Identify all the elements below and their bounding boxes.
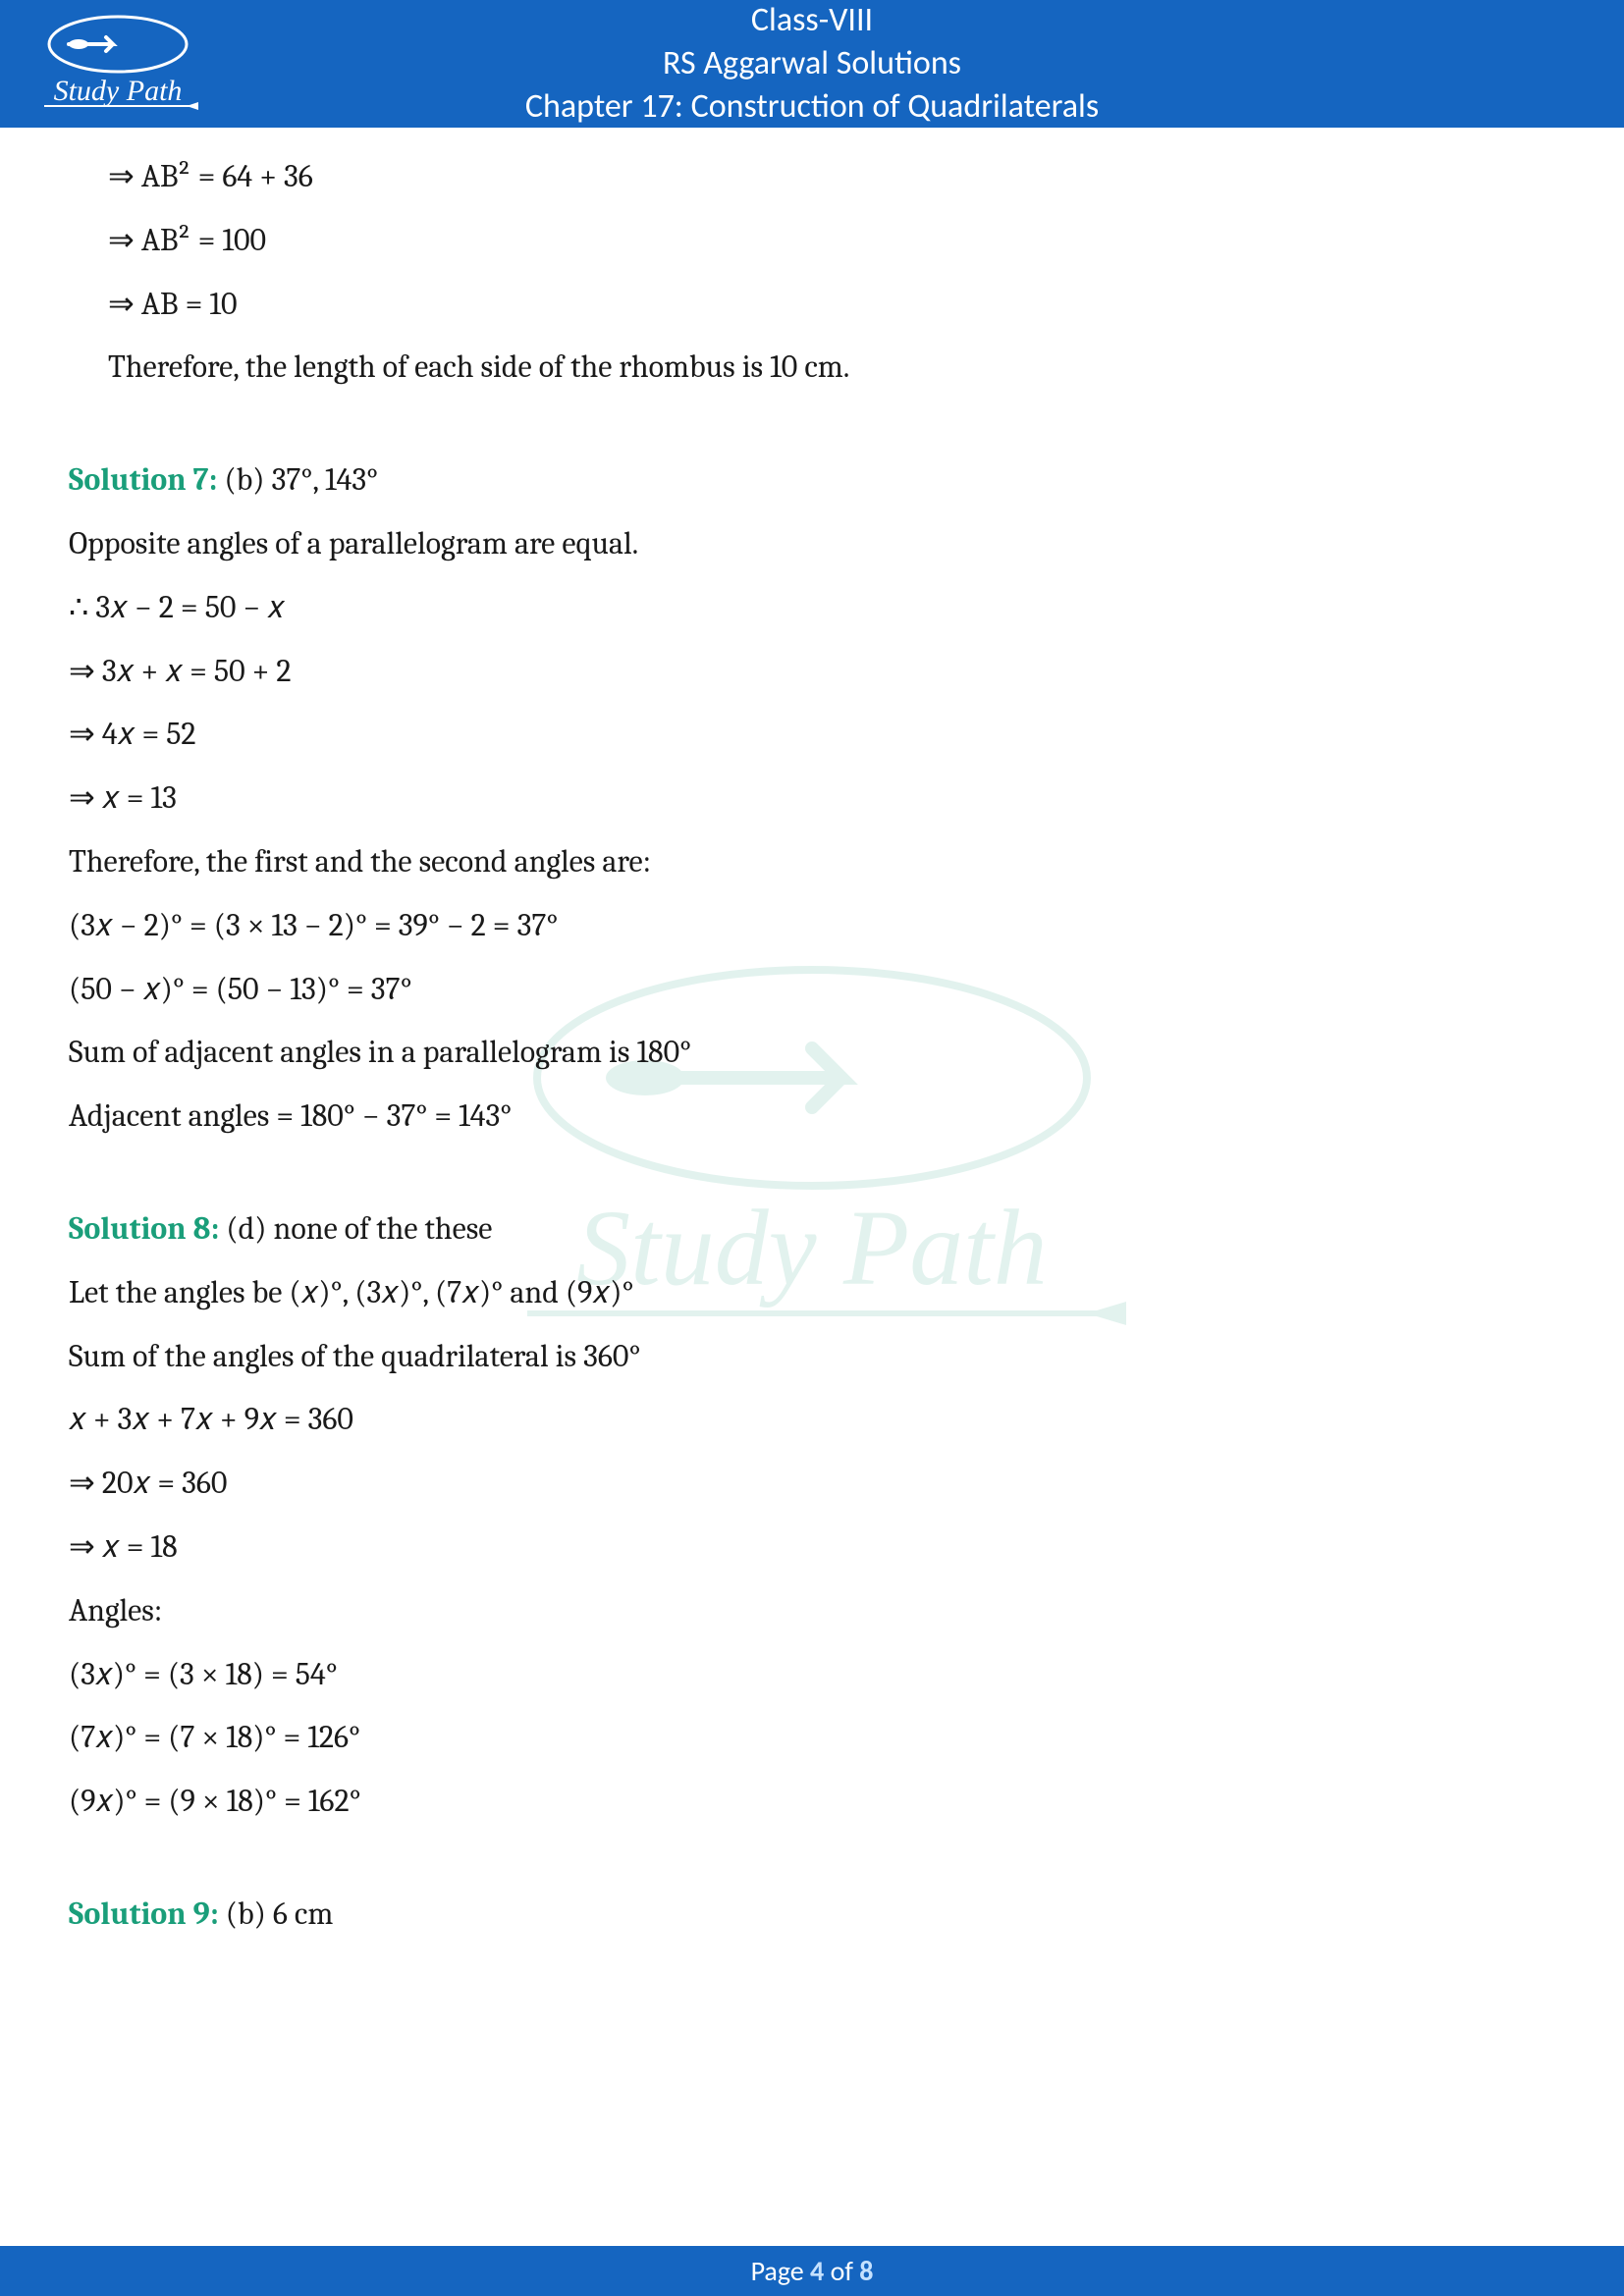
- math-line: (3𝑥 − 2)° = (3 × 13 − 2)° = 39° − 2 = 37…: [69, 896, 1555, 956]
- math-line: ⇒ 𝑥 = 18: [69, 1518, 1555, 1577]
- math-line: Adjacent angles = 180° − 37° = 143°: [69, 1087, 1555, 1147]
- page-total: 8: [859, 2254, 873, 2288]
- math-line: (3𝑥)° = (3 × 18) = 54°: [69, 1645, 1555, 1705]
- chapter-line: Chapter 17: Construction of Quadrilatera…: [206, 85, 1418, 129]
- math-line: (7𝑥)° = (7 × 18)° = 126°: [69, 1708, 1555, 1768]
- footer-prefix: Page: [751, 2254, 810, 2288]
- solution-heading: Solution 9: (b) 6 cm: [69, 1885, 1555, 1945]
- math-line: ⇒ AB² = 100: [69, 211, 1555, 271]
- page-footer: Page 4 of 8: [0, 2246, 1624, 2296]
- page-header: Study Path Class-VIII RS Aggarwal Soluti…: [0, 0, 1624, 128]
- solution-answer: (b) 37°, 143°: [217, 461, 378, 498]
- math-line: Sum of adjacent angles in a parallelogra…: [69, 1023, 1555, 1083]
- solution-label: Solution 9:: [69, 1896, 219, 1932]
- book-line: RS Aggarwal Solutions: [206, 42, 1418, 85]
- math-line: Therefore, the first and the second angl…: [69, 832, 1555, 892]
- page-current: 4: [810, 2254, 824, 2288]
- math-line: ⇒ 3𝑥 + 𝑥 = 50 + 2: [69, 642, 1555, 702]
- solution-answer: (d) none of the these: [219, 1210, 492, 1247]
- math-line: Let the angles be (𝑥)°, (3𝑥)°, (7𝑥)° and…: [69, 1263, 1555, 1323]
- solution-answer: (b) 6 cm: [219, 1896, 334, 1932]
- math-line: Opposite angles of a parallelogram are e…: [69, 514, 1555, 574]
- header-title-block: Class-VIII RS Aggarwal Solutions Chapter…: [206, 0, 1595, 129]
- solution-8: Solution 8: (d) none of the these Let th…: [69, 1200, 1555, 1832]
- math-line: ⇒ AB² = 64 + 36: [69, 147, 1555, 207]
- math-line: (50 − 𝑥)° = (50 − 13)° = 37°: [69, 960, 1555, 1020]
- brand-logo: Study Path: [29, 10, 206, 118]
- solution-heading: Solution 8: (d) none of the these: [69, 1200, 1555, 1259]
- solution-6-tail: ⇒ AB² = 64 + 36 ⇒ AB² = 100 ⇒ AB = 10 Th…: [69, 147, 1555, 398]
- math-line: Therefore, the length of each side of th…: [69, 338, 1555, 398]
- math-line: (9𝑥)° = (9 × 18)° = 162°: [69, 1772, 1555, 1832]
- math-line: ∴ 3𝑥 − 2 = 50 − 𝑥: [69, 578, 1555, 638]
- footer-sep: of: [824, 2254, 859, 2288]
- solution-label: Solution 7:: [69, 461, 217, 498]
- svg-text:Study Path: Study Path: [54, 75, 183, 107]
- solution-label: Solution 8:: [69, 1210, 219, 1247]
- math-line: Sum of the angles of the quadrilateral i…: [69, 1327, 1555, 1387]
- solution-heading: Solution 7: (b) 37°, 143°: [69, 451, 1555, 510]
- solution-7: Solution 7: (b) 37°, 143° Opposite angle…: [69, 451, 1555, 1147]
- math-line: ⇒ 20𝑥 = 360: [69, 1454, 1555, 1514]
- solution-9: Solution 9: (b) 6 cm: [69, 1885, 1555, 1945]
- math-line: 𝑥 + 3𝑥 + 7𝑥 + 9𝑥 = 360: [69, 1390, 1555, 1450]
- math-line: ⇒ AB = 10: [69, 275, 1555, 335]
- math-line: ⇒ 4𝑥 = 52: [69, 705, 1555, 765]
- page-content: ⇒ AB² = 64 + 36 ⇒ AB² = 100 ⇒ AB = 10 Th…: [0, 128, 1624, 1945]
- math-line: Angles:: [69, 1581, 1555, 1641]
- class-line: Class-VIII: [206, 0, 1418, 42]
- math-line: ⇒ 𝑥 = 13: [69, 769, 1555, 828]
